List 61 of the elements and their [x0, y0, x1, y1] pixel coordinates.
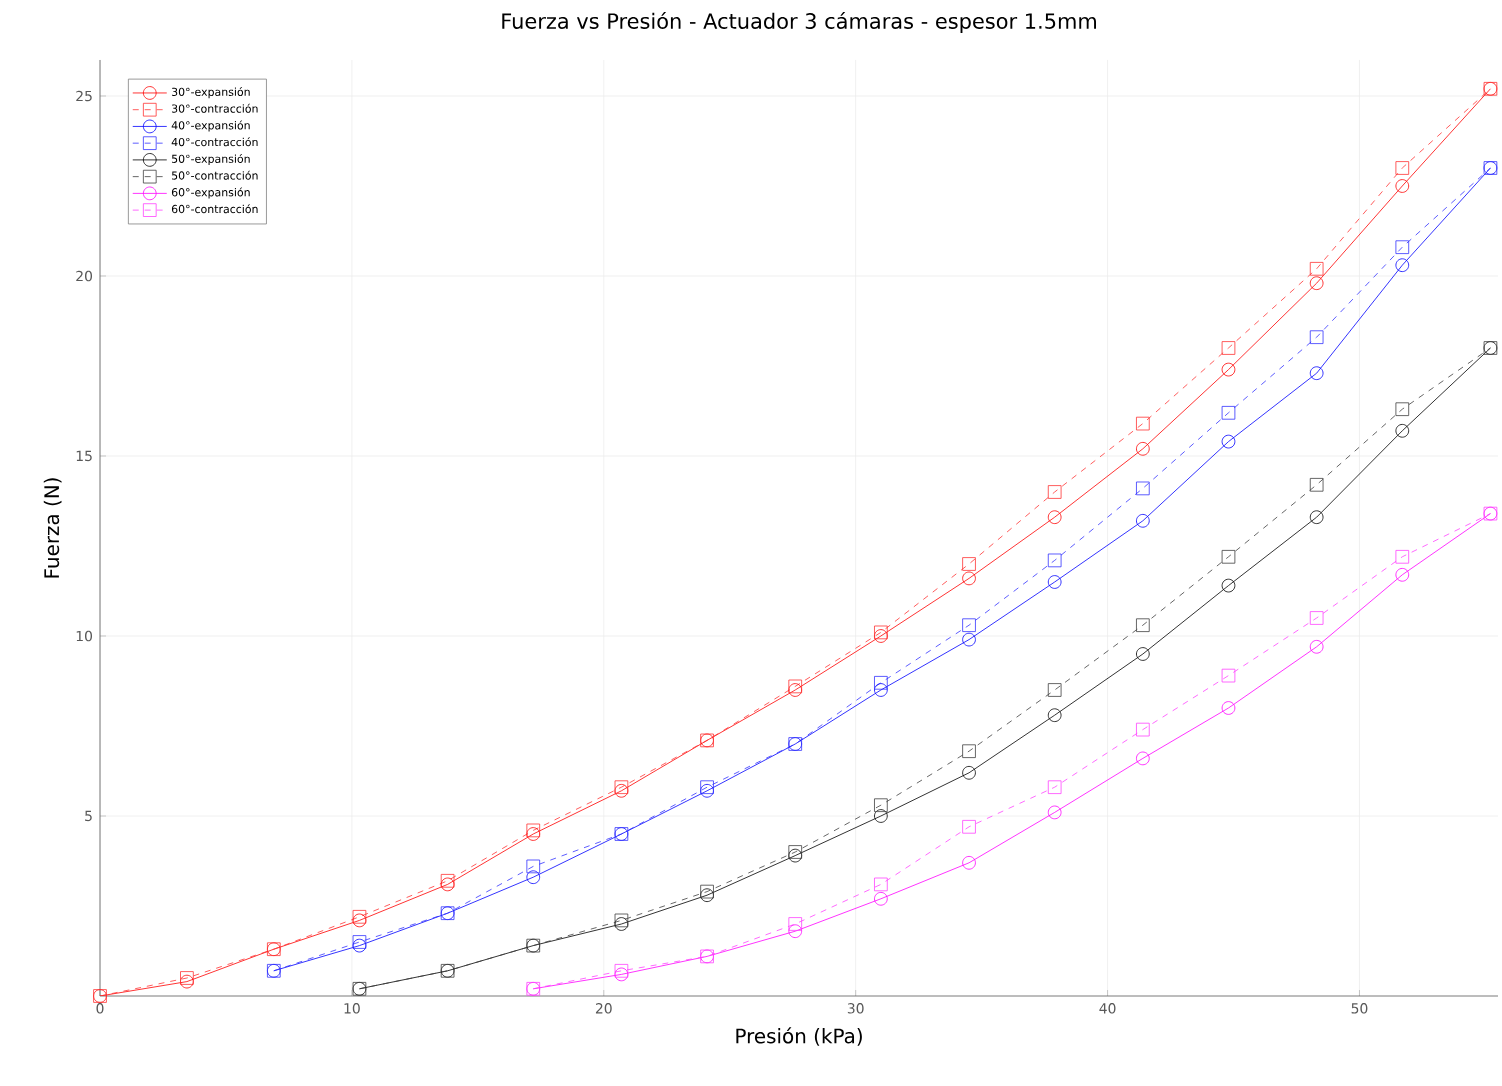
point — [1309, 276, 1324, 290]
point — [1047, 575, 1062, 589]
point — [962, 571, 976, 586]
point — [1395, 550, 1410, 564]
point — [1047, 510, 1062, 524]
point — [1221, 701, 1236, 715]
point — [962, 632, 976, 647]
point — [874, 809, 888, 823]
point — [1136, 481, 1150, 496]
point — [1395, 402, 1410, 416]
point — [526, 870, 541, 884]
point — [1047, 683, 1062, 697]
point — [962, 618, 976, 632]
x-axis-title: Presión (kPa) — [736, 1027, 862, 1046]
point — [1136, 416, 1150, 431]
point — [1136, 751, 1150, 766]
point — [1136, 513, 1150, 528]
point — [1221, 434, 1236, 449]
point — [1309, 640, 1324, 654]
point — [788, 917, 803, 931]
point — [1395, 568, 1410, 582]
point — [1309, 330, 1324, 344]
point — [1309, 510, 1324, 524]
point — [1309, 366, 1324, 380]
point — [1221, 550, 1236, 564]
point — [1221, 341, 1236, 355]
point — [874, 892, 888, 906]
point — [1309, 477, 1324, 492]
chart-title: Fuerza vs Presión - Actuador 3 cámaras - espesor 1.5mm — [502, 11, 1096, 33]
point — [1395, 179, 1410, 193]
point — [962, 766, 976, 780]
point — [962, 744, 976, 758]
point — [788, 924, 803, 938]
point — [1136, 647, 1150, 661]
point — [1395, 161, 1410, 175]
point — [1395, 423, 1410, 438]
point — [962, 820, 976, 834]
point — [526, 859, 541, 874]
y-axis-title: Fuerza (N) — [43, 478, 62, 578]
point — [874, 877, 888, 892]
point — [1221, 668, 1236, 683]
point — [874, 676, 888, 690]
point — [1136, 722, 1150, 737]
point — [1221, 362, 1236, 377]
point — [1047, 805, 1062, 820]
point — [874, 798, 888, 812]
point — [1221, 405, 1236, 420]
point — [1136, 441, 1150, 456]
point — [1047, 708, 1062, 722]
point — [962, 856, 976, 870]
point — [874, 683, 888, 697]
point — [1395, 240, 1410, 254]
point — [1309, 611, 1324, 625]
point — [962, 557, 976, 571]
point — [1047, 553, 1062, 568]
point — [1047, 485, 1062, 499]
point — [1136, 618, 1150, 632]
point — [1309, 261, 1324, 276]
point — [1221, 578, 1236, 593]
point — [1395, 258, 1410, 272]
point — [1047, 780, 1062, 794]
